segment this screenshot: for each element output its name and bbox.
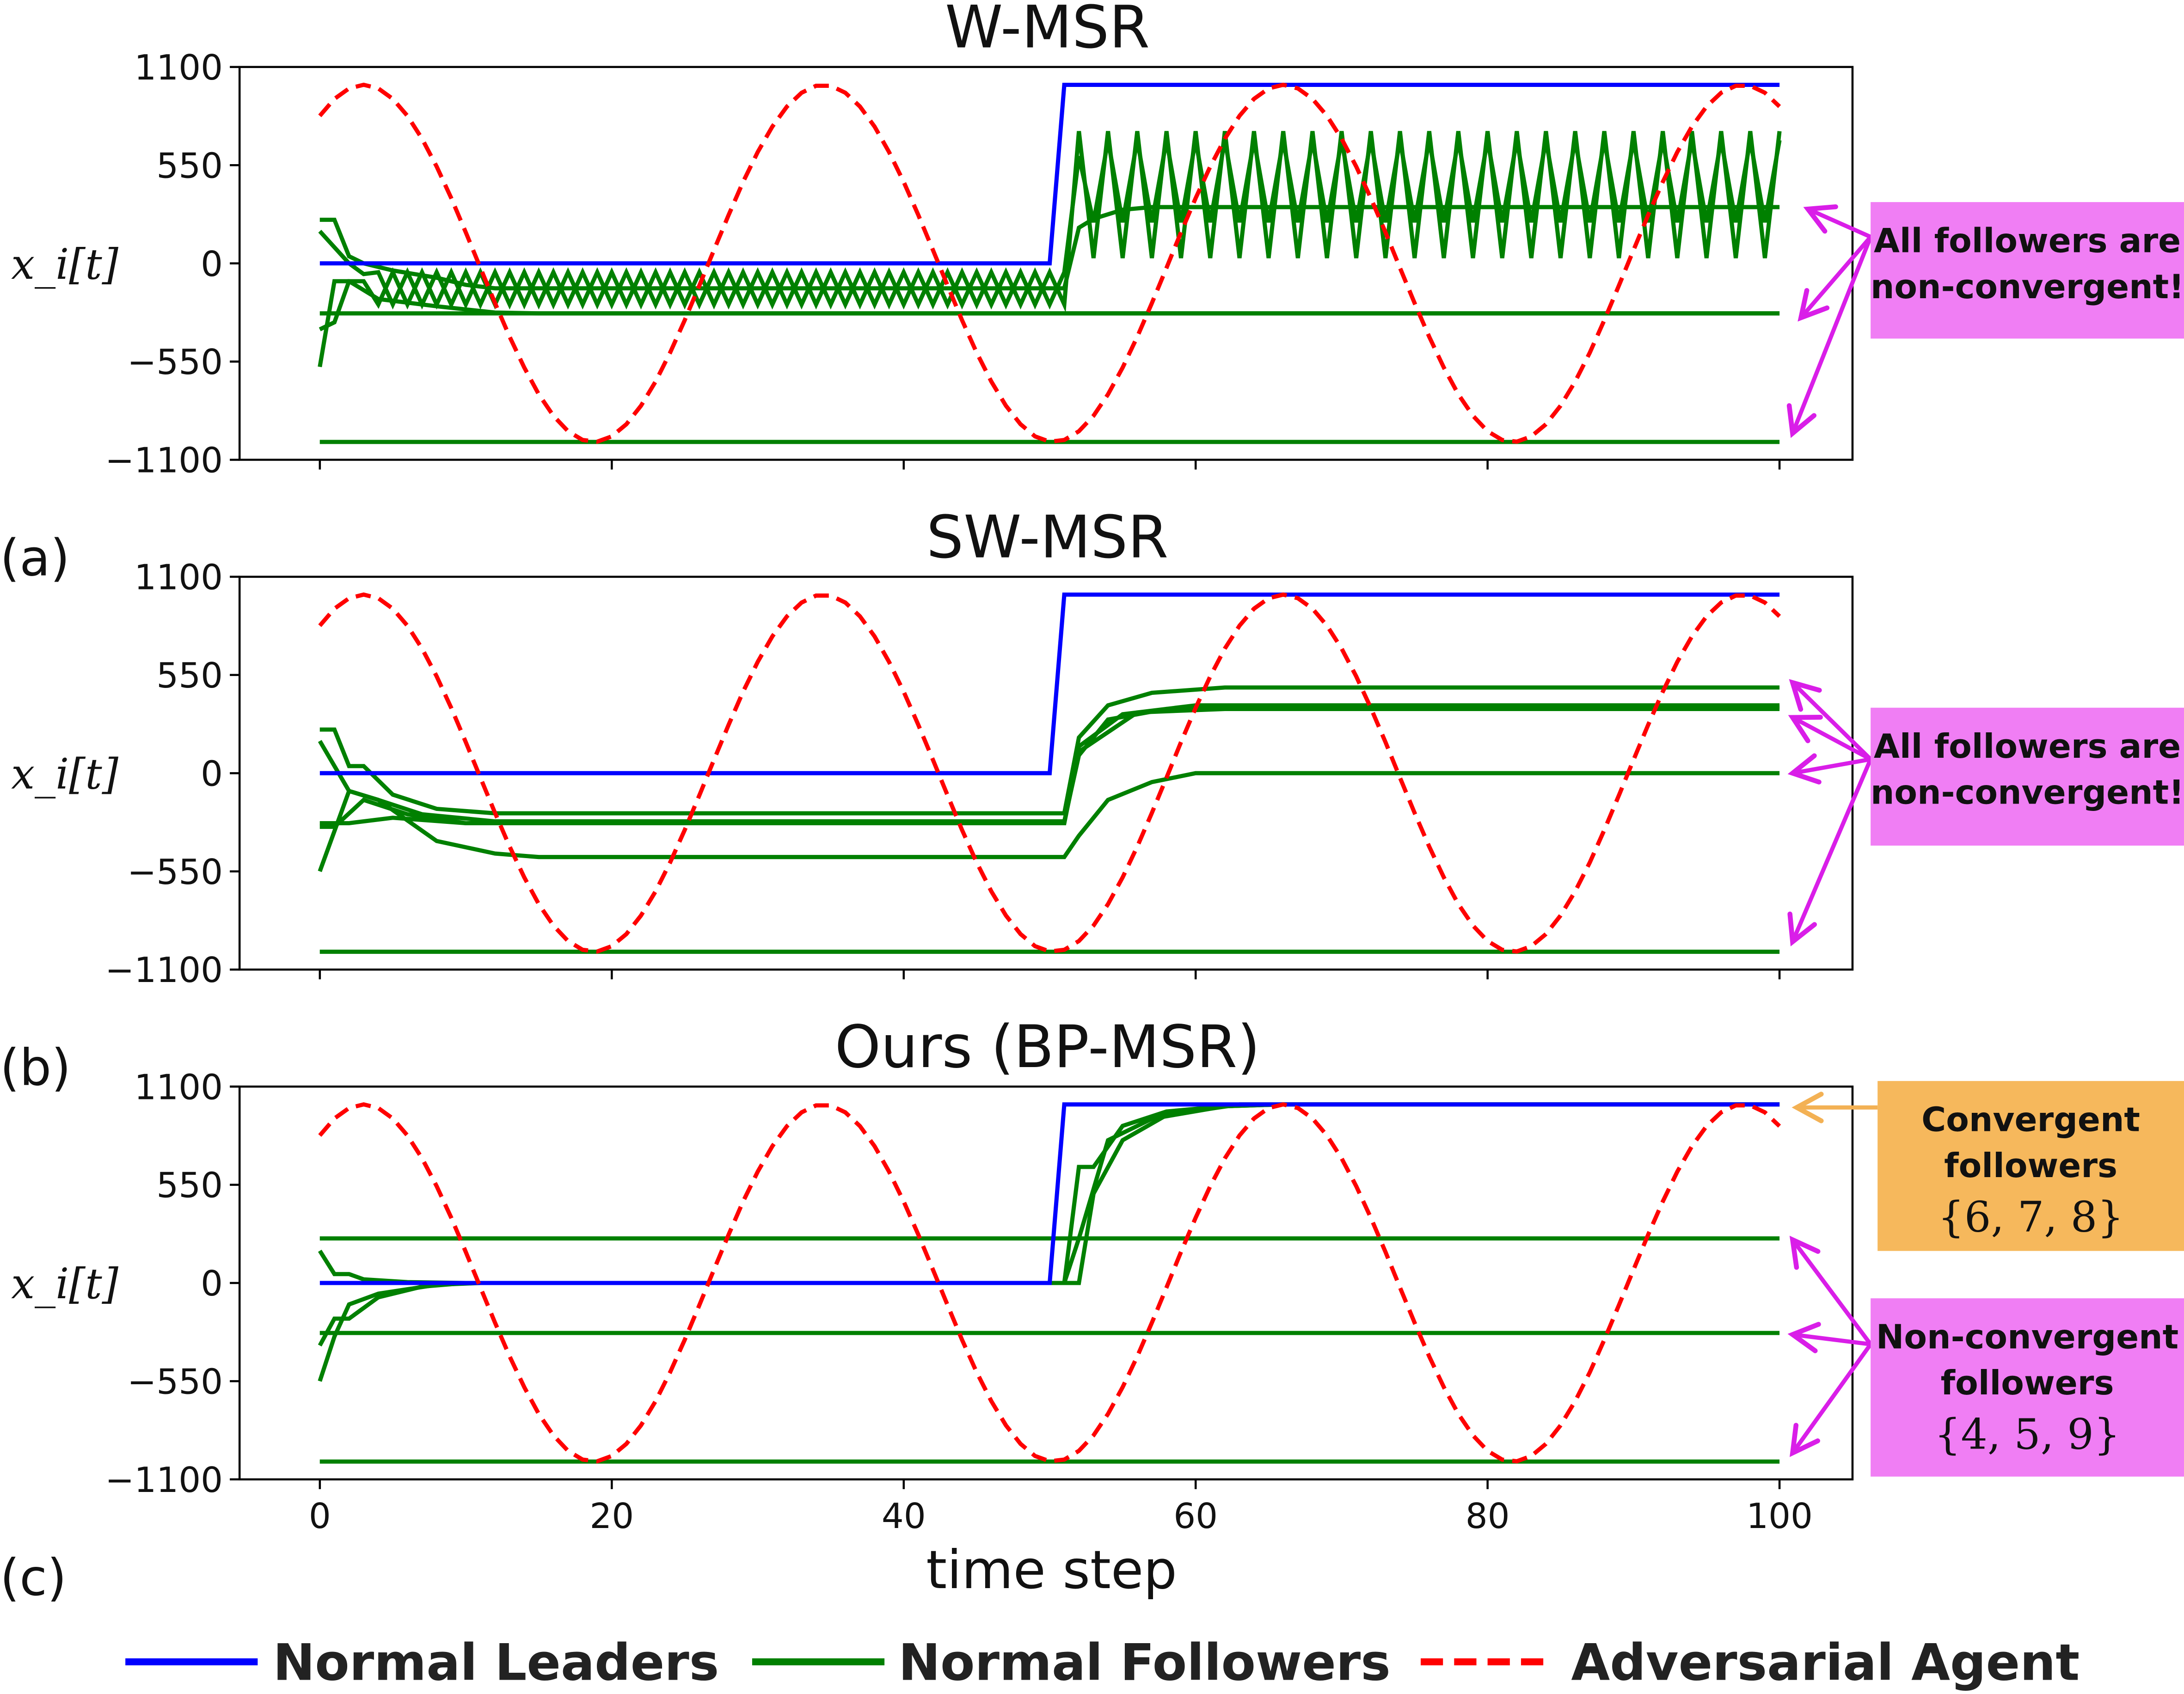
x-axis-label: time step <box>926 1539 1177 1601</box>
annotation-arrow-line <box>1792 757 1871 775</box>
panel-title: SW-MSR <box>926 503 1168 571</box>
x-tick-label: 20 <box>589 1496 634 1536</box>
y-tick-label: −550 <box>127 342 223 382</box>
follower-series-line <box>318 279 1780 368</box>
annotation-arrow-line <box>1799 235 1872 319</box>
adversary-series-line <box>318 592 1781 954</box>
plot-area <box>318 592 1781 954</box>
legend-leader-label: Normal Leaders <box>273 1633 719 1692</box>
x-tick-label: 40 <box>882 1496 926 1536</box>
leader-series-line <box>319 592 1780 775</box>
plot-area <box>318 1102 1781 1464</box>
x-tick-label: 100 <box>1746 1496 1813 1536</box>
panel-label: (b) <box>0 1038 71 1097</box>
arrowhead-icon <box>1791 1092 1824 1123</box>
plot-area <box>318 82 1782 444</box>
panel-a: W-MSR (a) x_i[t] 1100 550 0 −550 −1100 All follo… <box>0 0 2184 588</box>
leader-series-line <box>319 1102 1780 1285</box>
axes-frame <box>238 66 1854 461</box>
arrowhead-icon <box>1787 1322 1821 1353</box>
follower-series-line <box>318 771 1780 872</box>
y-tick-label: 0 <box>201 244 223 284</box>
panel-label: (c) <box>0 1548 67 1607</box>
legend-adversary-label: Adversarial Agent <box>1571 1633 2080 1692</box>
legend: Normal Leaders Normal Followers Adversar… <box>125 1633 2080 1692</box>
panel-title: W-MSR <box>945 0 1150 61</box>
annotation-arrow-line <box>1791 758 1873 943</box>
axes-frame <box>238 1085 1854 1481</box>
adversary-series-line <box>318 82 1781 444</box>
annotation-arrow-line <box>1791 236 1873 434</box>
follower-series-line <box>318 1102 1780 1347</box>
annotation-text: non-convergent! <box>1871 268 2184 307</box>
x-tick-label: 60 <box>1173 1496 1218 1536</box>
annotation-text: Non-convergent <box>1876 1318 2178 1357</box>
follower-series-line <box>318 1102 1780 1285</box>
y-tick-label: 550 <box>156 655 223 696</box>
arrowhead-icon <box>1789 1235 1821 1270</box>
annotation-text: All followers are <box>1874 727 2181 766</box>
y-axis-label: x_i[t] <box>11 1260 119 1308</box>
y-tick-label: −1100 <box>105 1460 223 1500</box>
y-tick-label: −1100 <box>105 440 223 481</box>
arrowhead-icon <box>1788 715 1823 743</box>
axes-frame <box>238 576 1854 971</box>
follower-series-line <box>318 1102 1780 1382</box>
annotation-arrow-line <box>1791 1238 1872 1346</box>
x-tick-label: 80 <box>1466 1496 1510 1536</box>
annotation-callout: All followers are non-convergent! <box>1787 679 2184 946</box>
y-tick-label: −550 <box>127 852 223 892</box>
annotation-arrow-line <box>1807 207 1871 239</box>
annotation-callout: Non-convergent followers {4, 5, 9} <box>1787 1235 2184 1477</box>
annotation-set: {4, 5, 9} <box>1934 1411 2120 1459</box>
annotation-arrow-line <box>1791 715 1872 761</box>
annotation-box <box>1871 202 2184 339</box>
y-axis-label: x_i[t] <box>11 750 119 798</box>
adversary-series-line <box>318 1102 1781 1464</box>
leader-series-line <box>319 82 1780 266</box>
y-tick-label: 1100 <box>134 557 223 598</box>
annotation-box <box>1871 707 2184 846</box>
annotation-text: Convergent <box>1921 1101 2140 1140</box>
panel-c: Ours (BP-MSR) (c) x_i[t] 1100 550 0 −550 −1100 0… <box>0 1013 2184 1607</box>
annotation-set: {6, 7, 8} <box>1938 1193 2123 1242</box>
arrowhead-icon <box>1798 288 1830 322</box>
annotation-arrow-line <box>1792 1332 1871 1347</box>
annotation-text: followers <box>1944 1147 2117 1185</box>
follower-series-line <box>319 140 1782 331</box>
y-tick-label: 550 <box>156 145 223 186</box>
annotation-text: All followers are <box>1874 222 2181 261</box>
annotation-box <box>1871 1298 2184 1477</box>
panel-label: (a) <box>0 529 70 588</box>
panel-b: SW-MSR (b) x_i[t] 1100 550 0 −550 −1100 All foll… <box>0 503 2184 1097</box>
y-tick-label: 1100 <box>134 1067 223 1107</box>
arrowhead-icon <box>1787 911 1817 946</box>
annotation-text: followers <box>1941 1364 2114 1403</box>
y-tick-label: 550 <box>156 1165 223 1206</box>
y-tick-label: −1100 <box>105 950 223 990</box>
arrowhead-icon <box>1786 403 1817 438</box>
y-axis-label: x_i[t] <box>11 240 119 289</box>
panel-title: Ours (BP-MSR) <box>835 1013 1260 1081</box>
annotation-text: non-convergent! <box>1871 773 2184 812</box>
y-tick-label: 0 <box>201 753 223 794</box>
annotation-callout: Convergent followers {6, 7, 8} <box>1791 1081 2184 1251</box>
arrowhead-icon <box>1787 753 1822 785</box>
annotation-callout: All followers are non-convergent! <box>1786 202 2184 438</box>
y-tick-label: 1100 <box>134 47 223 88</box>
arrowhead-icon <box>1789 679 1822 712</box>
legend-follower-label: Normal Followers <box>898 1633 1391 1692</box>
annotation-arrow-line <box>1791 681 1872 761</box>
y-tick-label: −550 <box>127 1362 223 1402</box>
x-tick-label: 0 <box>309 1496 331 1536</box>
annotation-box <box>1877 1081 2184 1251</box>
annotation-arrow-line <box>1791 1343 1872 1455</box>
arrowhead-icon <box>1803 204 1838 234</box>
arrowhead-icon <box>1790 1423 1820 1457</box>
y-tick-label: 0 <box>201 1263 223 1304</box>
